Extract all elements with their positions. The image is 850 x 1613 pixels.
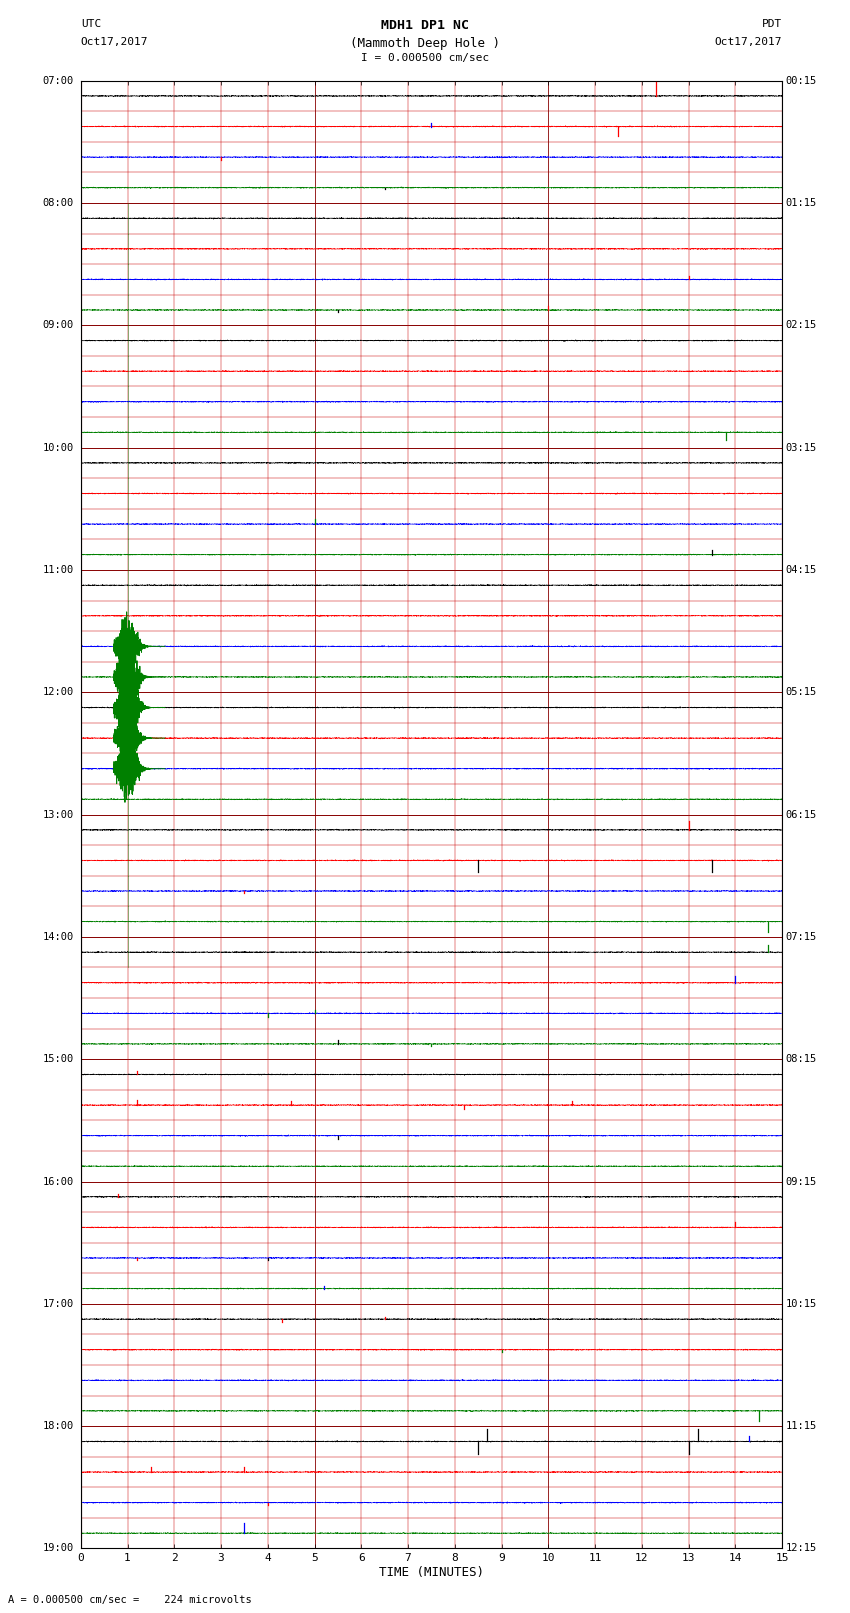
Text: 02:15: 02:15 <box>785 321 817 331</box>
Text: 09:15: 09:15 <box>785 1176 817 1187</box>
Text: UTC: UTC <box>81 19 101 29</box>
Text: 10:15: 10:15 <box>785 1298 817 1308</box>
Text: 05:15: 05:15 <box>785 687 817 697</box>
Text: 00:15: 00:15 <box>785 76 817 85</box>
Text: 17:00: 17:00 <box>42 1298 74 1308</box>
Text: 12:00: 12:00 <box>42 687 74 697</box>
Text: 08:00: 08:00 <box>42 198 74 208</box>
Text: 07:15: 07:15 <box>785 932 817 942</box>
Text: 11:00: 11:00 <box>42 565 74 574</box>
Text: 16:00: 16:00 <box>42 1176 74 1187</box>
Text: 01:15: 01:15 <box>785 198 817 208</box>
Text: 03:15: 03:15 <box>785 442 817 453</box>
Text: 04:15: 04:15 <box>785 565 817 574</box>
Text: I = 0.000500 cm/sec: I = 0.000500 cm/sec <box>361 53 489 63</box>
Text: 08:15: 08:15 <box>785 1055 817 1065</box>
Text: 06:15: 06:15 <box>785 810 817 819</box>
Text: (Mammoth Deep Hole ): (Mammoth Deep Hole ) <box>350 37 500 50</box>
Text: PDT: PDT <box>762 19 782 29</box>
Text: Oct17,2017: Oct17,2017 <box>81 37 148 47</box>
Text: 15:00: 15:00 <box>42 1055 74 1065</box>
Text: 10:00: 10:00 <box>42 442 74 453</box>
Text: 19:00: 19:00 <box>42 1544 74 1553</box>
Text: A = 0.000500 cm/sec =    224 microvolts: A = 0.000500 cm/sec = 224 microvolts <box>8 1595 252 1605</box>
Text: 14:00: 14:00 <box>42 932 74 942</box>
Text: MDH1 DP1 NC: MDH1 DP1 NC <box>381 19 469 32</box>
Text: Oct17,2017: Oct17,2017 <box>715 37 782 47</box>
X-axis label: TIME (MINUTES): TIME (MINUTES) <box>379 1566 484 1579</box>
Text: 11:15: 11:15 <box>785 1421 817 1431</box>
Text: 13:00: 13:00 <box>42 810 74 819</box>
Text: 12:15: 12:15 <box>785 1544 817 1553</box>
Text: 07:00: 07:00 <box>42 76 74 85</box>
Text: 18:00: 18:00 <box>42 1421 74 1431</box>
Text: 09:00: 09:00 <box>42 321 74 331</box>
